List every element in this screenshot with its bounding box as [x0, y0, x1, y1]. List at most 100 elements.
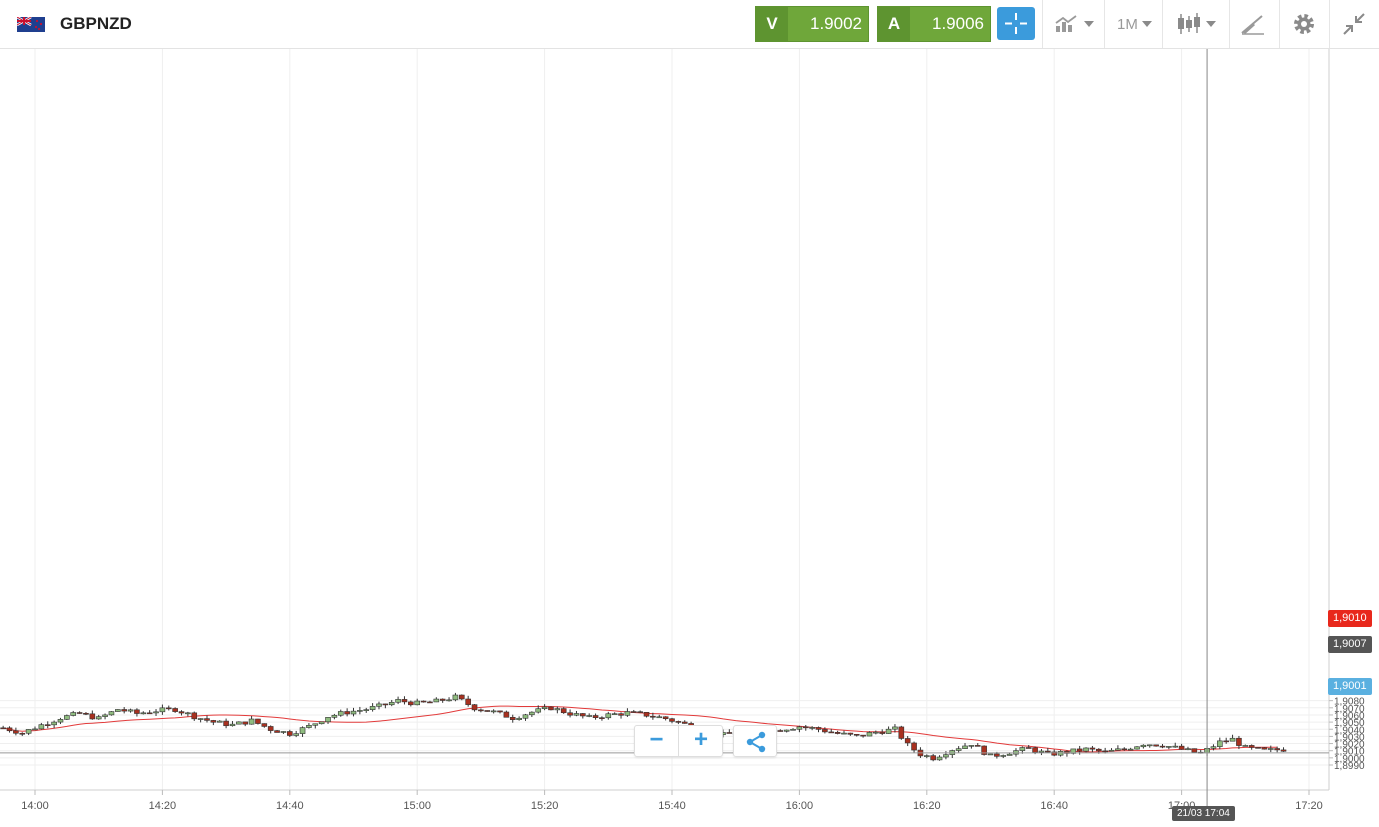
x-tick-label: 15:40 [658, 800, 686, 812]
collapse-button[interactable] [1341, 10, 1367, 38]
candle [318, 721, 325, 725]
candle-body-down [637, 711, 643, 713]
candle [1255, 747, 1261, 749]
candle [452, 692, 459, 702]
candle-body-up [293, 733, 299, 736]
candle-body-down [1121, 748, 1128, 751]
candle-body-down [439, 698, 446, 701]
candle-body-up [433, 698, 440, 703]
toolbar-divider [1162, 0, 1163, 48]
candle [1267, 745, 1274, 753]
candle-body-up [1217, 740, 1223, 747]
candle [1057, 750, 1064, 757]
candle-body-up [624, 711, 631, 716]
candle-body-up [535, 708, 542, 713]
candle-body-up [936, 756, 943, 761]
candle [1127, 747, 1134, 751]
chart-grid [0, 49, 1329, 790]
candle-body-down [401, 699, 408, 703]
candle-body-down [1236, 737, 1242, 746]
candle [408, 700, 414, 707]
candle [599, 716, 605, 721]
candle [630, 709, 637, 713]
candle [248, 716, 255, 725]
candle [51, 720, 57, 729]
candle-body-down [1076, 748, 1083, 752]
candle [223, 718, 229, 729]
candle-body-up [873, 731, 879, 734]
buy-price: 1.9006 [932, 14, 984, 33]
candle [388, 699, 395, 707]
settings-button[interactable] [1291, 10, 1317, 38]
crosshair-lines [0, 49, 1329, 812]
candle-body-down [898, 726, 905, 739]
candle [267, 725, 274, 734]
candle-body-up [153, 711, 159, 714]
candle-body-up [127, 709, 134, 712]
candle-body-up [1000, 755, 1007, 757]
toolbar-divider [1104, 0, 1105, 48]
candle [516, 716, 522, 721]
share-button[interactable] [733, 725, 777, 757]
candle-body-up [885, 728, 892, 734]
candle [605, 711, 612, 720]
candlestick-chart[interactable]: 1,89901,90001,90101,90201,90301,90401,90… [0, 49, 1379, 827]
candle [446, 697, 452, 702]
candle-body-up [1185, 748, 1191, 750]
zoom-out-button[interactable]: − [635, 726, 679, 756]
candle-body-down [1095, 748, 1102, 752]
candle-body-up [1140, 744, 1147, 748]
x-tick-label: 16:00 [786, 800, 814, 812]
candle [1248, 744, 1255, 750]
candle [624, 708, 631, 717]
candle-body-down [630, 711, 637, 713]
drawing-tools-button[interactable] [1240, 10, 1266, 38]
candle-body-up [25, 729, 32, 734]
candle [860, 734, 866, 738]
candle [1025, 744, 1032, 749]
candle-body-down [1274, 748, 1280, 751]
candle-style-dropdown[interactable] [1176, 10, 1216, 38]
candle [879, 729, 886, 736]
candle [1153, 744, 1159, 747]
buy-button[interactable]: A 1.9006 [877, 6, 991, 42]
candle [522, 713, 529, 721]
candle [178, 710, 185, 716]
candle-body-up [57, 719, 64, 723]
crosshair-button[interactable] [997, 7, 1035, 40]
candle-body-down [210, 720, 217, 723]
zoom-in-button[interactable]: + [693, 726, 708, 753]
candle-body-down [458, 694, 465, 700]
candle [503, 710, 510, 718]
candle [968, 745, 975, 749]
candle [1089, 745, 1096, 753]
candle-body-up [452, 694, 459, 701]
candle-body-down [1280, 749, 1287, 752]
candle [299, 726, 306, 737]
candle [1083, 747, 1089, 753]
candle-body-down [0, 727, 6, 730]
candle [656, 714, 663, 719]
candle [796, 725, 803, 733]
candle [1038, 748, 1045, 756]
candle [974, 743, 981, 747]
candle [76, 711, 83, 714]
candle-body-up [1006, 753, 1013, 756]
candle-body-down [471, 704, 478, 711]
chart-type-dropdown[interactable] [1054, 10, 1094, 38]
timeframe-dropdown[interactable]: 1M [1117, 10, 1152, 38]
candle-body-down [420, 700, 427, 703]
sell-button[interactable]: V 1.9002 [755, 6, 869, 42]
candle [325, 717, 331, 724]
candle [828, 728, 835, 734]
candle-body-up [987, 753, 994, 756]
candle-body-down [580, 713, 586, 717]
candle [38, 722, 45, 730]
crosshair-time-tag: 21/03 17:04 [1172, 806, 1235, 821]
candle [1070, 748, 1077, 755]
candle [382, 703, 389, 709]
candle [962, 742, 968, 750]
candle [216, 720, 223, 723]
candle [140, 711, 147, 715]
ma-price-tag: 1,9010 [1328, 610, 1372, 627]
